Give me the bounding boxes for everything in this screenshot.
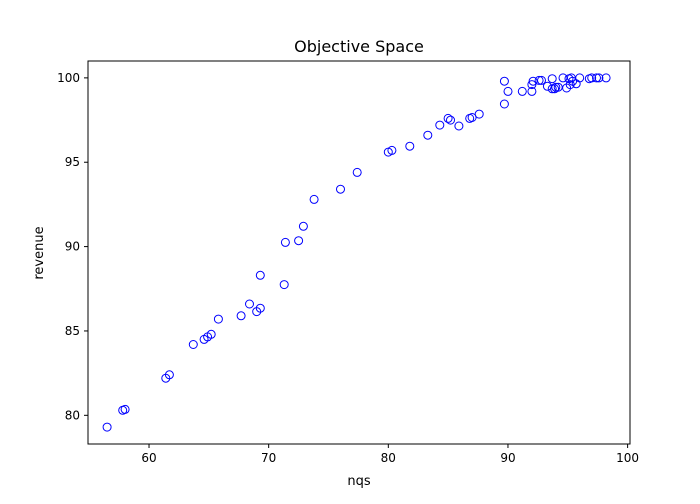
y-tick-label: 95 bbox=[65, 155, 80, 169]
y-tick-label: 80 bbox=[65, 408, 80, 422]
data-point bbox=[435, 120, 445, 130]
data-point bbox=[294, 236, 304, 246]
y-tick-label: 100 bbox=[57, 71, 80, 85]
x-tick-label: 100 bbox=[616, 451, 639, 465]
y-tick-label: 90 bbox=[65, 240, 80, 254]
data-point bbox=[499, 99, 509, 109]
data-point bbox=[336, 184, 345, 194]
x-tick-label: 90 bbox=[500, 451, 515, 465]
x-axis-label: nqs bbox=[347, 474, 370, 489]
data-point bbox=[517, 86, 527, 96]
data-point bbox=[551, 82, 561, 92]
data-point bbox=[387, 145, 397, 155]
data-point bbox=[594, 73, 604, 83]
data-point bbox=[587, 73, 597, 83]
data-point bbox=[245, 299, 254, 309]
x-axis-ticks: 60 70 80 90 100 bbox=[141, 444, 639, 465]
data-point bbox=[236, 311, 246, 321]
data-point bbox=[255, 270, 265, 280]
data-point bbox=[534, 75, 544, 85]
data-point bbox=[547, 74, 557, 84]
data-point bbox=[352, 167, 362, 177]
data-point bbox=[423, 130, 433, 140]
data-point bbox=[503, 86, 513, 96]
data-point bbox=[499, 76, 509, 86]
data-point bbox=[102, 422, 112, 432]
data-point bbox=[601, 73, 611, 83]
x-tick-label: 70 bbox=[261, 451, 276, 465]
data-point bbox=[164, 370, 174, 380]
data-point bbox=[309, 194, 319, 204]
y-axis-label: revenue bbox=[32, 226, 47, 279]
data-point bbox=[575, 73, 585, 83]
data-point bbox=[592, 73, 601, 83]
data-point bbox=[280, 237, 290, 247]
x-tick-label: 60 bbox=[141, 451, 156, 465]
data-point bbox=[446, 115, 455, 125]
data-point bbox=[206, 329, 216, 339]
y-tick-label: 85 bbox=[65, 324, 80, 338]
data-point bbox=[120, 404, 130, 414]
y-axis-ticks: 80 85 90 95 100 bbox=[57, 71, 88, 422]
data-point bbox=[255, 303, 265, 313]
data-point bbox=[467, 113, 477, 122]
x-tick-label: 80 bbox=[381, 451, 396, 465]
data-point bbox=[213, 314, 223, 324]
plot-frame bbox=[87, 60, 631, 445]
data-point bbox=[188, 340, 198, 349]
data-point bbox=[405, 141, 415, 151]
points-layer bbox=[102, 73, 611, 432]
data-point bbox=[443, 113, 453, 123]
data-point bbox=[474, 109, 484, 119]
chart-title: Objective Space bbox=[294, 37, 424, 56]
data-point bbox=[279, 280, 289, 290]
data-point bbox=[298, 221, 308, 231]
data-point bbox=[454, 121, 464, 131]
data-point bbox=[537, 75, 546, 85]
data-point bbox=[527, 86, 537, 96]
